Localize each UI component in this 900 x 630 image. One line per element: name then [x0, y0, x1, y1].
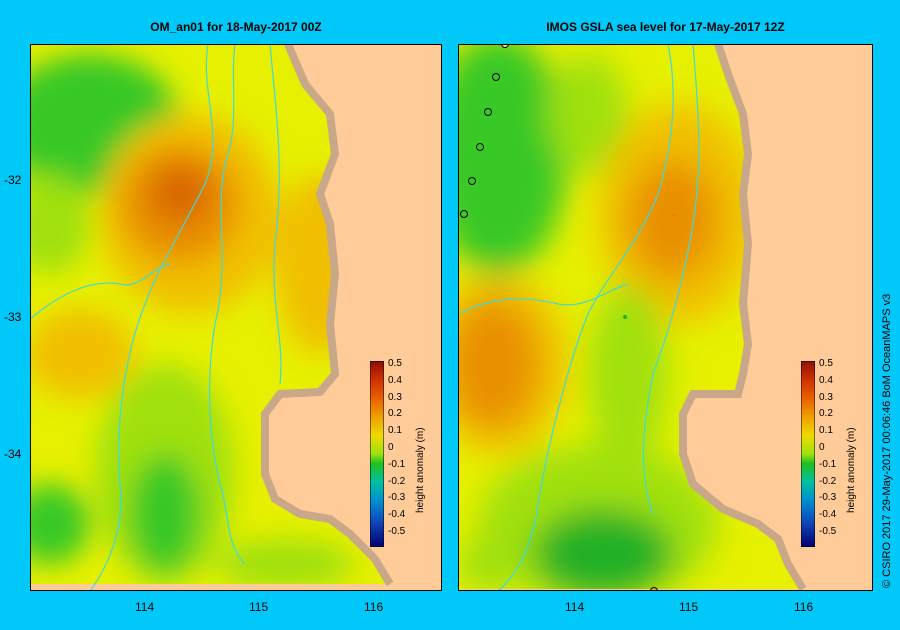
right-lon-label-116: 116: [794, 600, 814, 614]
right-colorbar-ticks: 0.5 0.4 0.3 0.2 0.1 0 -0.1 -0.2 -0.3 -0.4 -0.5: [819, 358, 837, 537]
right-lon-label-114: 114: [565, 600, 585, 614]
right-lon-label-115: 115: [679, 600, 699, 614]
right-map-panel: [458, 44, 873, 591]
lat-label-32: -32: [4, 173, 22, 187]
left-colorbar-ticks: 0.5 0.4 0.3 0.2 0.1 0 -0.1 -0.2 -0.3 -0.4 -0.5: [388, 358, 406, 537]
credit-text: © CSIRO 2017 29-May-2017 00:06:46 BoM Oc…: [881, 293, 893, 588]
left-colorbar-title: height anomaly (m): [415, 427, 426, 513]
left-map-svg: [30, 44, 442, 591]
right-map-svg: [458, 44, 873, 591]
left-lon-label-116: 116: [364, 600, 384, 614]
right-colorbar-title: height anomaly (m): [846, 427, 857, 513]
left-colorbar: [370, 361, 384, 547]
right-colorbar: [801, 361, 815, 547]
left-map-panel: [30, 44, 442, 591]
lat-label-33: -33: [4, 310, 22, 324]
lat-label-34: -34: [4, 447, 22, 461]
left-panel-title: OM_an01 for 18-May-2017 00Z: [150, 20, 322, 34]
right-panel-title: IMOS GSLA sea level for 17-May-2017 12Z: [546, 20, 785, 34]
left-lon-label-114: 114: [135, 600, 155, 614]
left-lon-label-115: 115: [249, 600, 269, 614]
